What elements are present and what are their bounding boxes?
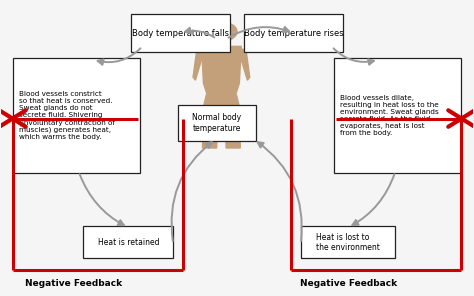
FancyBboxPatch shape — [131, 14, 230, 52]
Circle shape — [206, 22, 237, 41]
FancyBboxPatch shape — [334, 58, 462, 173]
Text: Body temperature falls: Body temperature falls — [132, 29, 229, 38]
FancyBboxPatch shape — [301, 226, 395, 258]
Text: Normal body
temperature: Normal body temperature — [192, 113, 241, 133]
Polygon shape — [193, 49, 203, 80]
FancyBboxPatch shape — [244, 14, 343, 52]
Polygon shape — [203, 95, 239, 107]
Text: Blood vessels dilate,
resulting in heat loss to the
environment. Sweat glands
se: Blood vessels dilate, resulting in heat … — [340, 95, 439, 136]
Polygon shape — [225, 107, 240, 148]
Polygon shape — [202, 107, 218, 148]
Text: Negative Feedback: Negative Feedback — [26, 279, 122, 288]
Text: Heat is retained: Heat is retained — [98, 238, 159, 247]
Polygon shape — [201, 46, 241, 95]
Polygon shape — [215, 41, 228, 46]
FancyBboxPatch shape — [178, 105, 256, 141]
Text: Blood vessels constrict
so that heat is conserved.
Sweat glands do not
secrete f: Blood vessels constrict so that heat is … — [18, 91, 115, 140]
FancyBboxPatch shape — [83, 226, 173, 258]
Text: Heat is lost to
the environment: Heat is lost to the environment — [316, 233, 380, 252]
Text: Body temperature rises: Body temperature rises — [244, 29, 344, 38]
Polygon shape — [239, 49, 250, 80]
Text: Negative Feedback: Negative Feedback — [300, 279, 397, 288]
FancyBboxPatch shape — [12, 58, 140, 173]
